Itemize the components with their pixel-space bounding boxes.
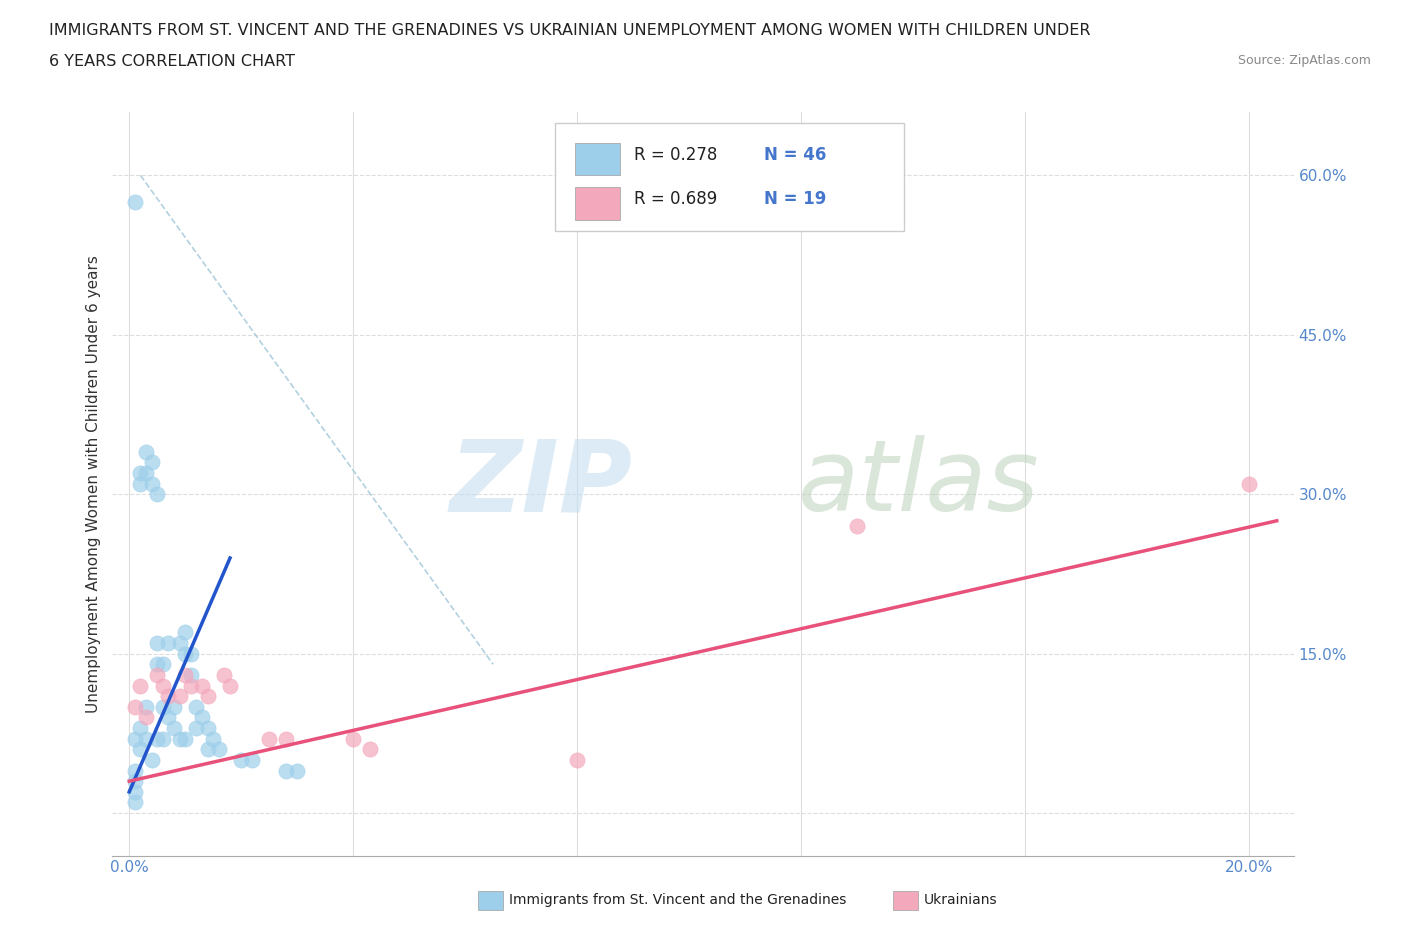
Point: [174, 646, 197, 661]
Point: [180, 678, 202, 693]
Point: [845, 519, 868, 534]
Text: ZIP: ZIP: [449, 435, 633, 532]
Point: [202, 731, 225, 746]
Point: [129, 742, 152, 757]
Point: [174, 625, 197, 640]
Point: [124, 774, 146, 789]
Point: [274, 731, 297, 746]
Point: [141, 476, 163, 491]
Point: [186, 699, 208, 714]
Y-axis label: Unemployment Among Women with Children Under 6 years: Unemployment Among Women with Children U…: [86, 255, 101, 712]
Point: [208, 742, 231, 757]
Point: [342, 731, 364, 746]
Point: [1237, 476, 1260, 491]
Point: [124, 194, 146, 209]
Point: [146, 486, 169, 501]
Point: [163, 699, 186, 714]
Text: atlas: atlas: [797, 435, 1039, 532]
Point: [169, 635, 191, 650]
Point: [124, 699, 146, 714]
Point: [135, 710, 157, 724]
FancyBboxPatch shape: [575, 142, 620, 176]
Point: [157, 635, 180, 650]
Point: [152, 657, 174, 671]
Point: [180, 668, 202, 683]
Point: [124, 731, 146, 746]
Point: [242, 752, 264, 767]
Text: 6 YEARS CORRELATION CHART: 6 YEARS CORRELATION CHART: [49, 54, 295, 69]
FancyBboxPatch shape: [575, 187, 620, 219]
Point: [565, 752, 588, 767]
Point: [135, 699, 157, 714]
Text: IMMIGRANTS FROM ST. VINCENT AND THE GRENADINES VS UKRAINIAN UNEMPLOYMENT AMONG W: IMMIGRANTS FROM ST. VINCENT AND THE GREN…: [49, 23, 1091, 38]
Point: [124, 784, 146, 799]
Point: [274, 764, 297, 778]
Point: [180, 646, 202, 661]
Point: [169, 689, 191, 704]
Text: N = 19: N = 19: [765, 190, 827, 207]
Point: [197, 742, 219, 757]
Point: [135, 445, 157, 459]
Text: Ukrainians: Ukrainians: [924, 893, 997, 908]
Point: [359, 742, 381, 757]
Point: [197, 689, 219, 704]
Text: R = 0.278: R = 0.278: [634, 146, 718, 164]
Text: Source: ZipAtlas.com: Source: ZipAtlas.com: [1237, 54, 1371, 67]
Point: [152, 678, 174, 693]
FancyBboxPatch shape: [555, 123, 904, 231]
Point: [163, 721, 186, 736]
Point: [141, 455, 163, 470]
Point: [214, 668, 236, 683]
Point: [146, 668, 169, 683]
Point: [191, 678, 214, 693]
Point: [124, 795, 146, 810]
Point: [124, 764, 146, 778]
Point: [135, 466, 157, 481]
Point: [257, 731, 280, 746]
Point: [157, 689, 180, 704]
Point: [152, 699, 174, 714]
Point: [146, 657, 169, 671]
Point: [231, 752, 253, 767]
Point: [191, 710, 214, 724]
Point: [129, 466, 152, 481]
Point: [174, 731, 197, 746]
Text: N = 46: N = 46: [765, 146, 827, 164]
Point: [129, 721, 152, 736]
Point: [135, 731, 157, 746]
Point: [285, 764, 308, 778]
Text: R = 0.689: R = 0.689: [634, 190, 717, 207]
Point: [186, 721, 208, 736]
Text: Immigrants from St. Vincent and the Grenadines: Immigrants from St. Vincent and the Gren…: [509, 893, 846, 908]
Point: [219, 678, 242, 693]
Point: [141, 752, 163, 767]
Point: [129, 476, 152, 491]
Point: [197, 721, 219, 736]
Point: [157, 710, 180, 724]
Point: [129, 678, 152, 693]
Point: [146, 731, 169, 746]
Point: [152, 731, 174, 746]
Point: [146, 635, 169, 650]
Point: [174, 668, 197, 683]
Point: [169, 731, 191, 746]
